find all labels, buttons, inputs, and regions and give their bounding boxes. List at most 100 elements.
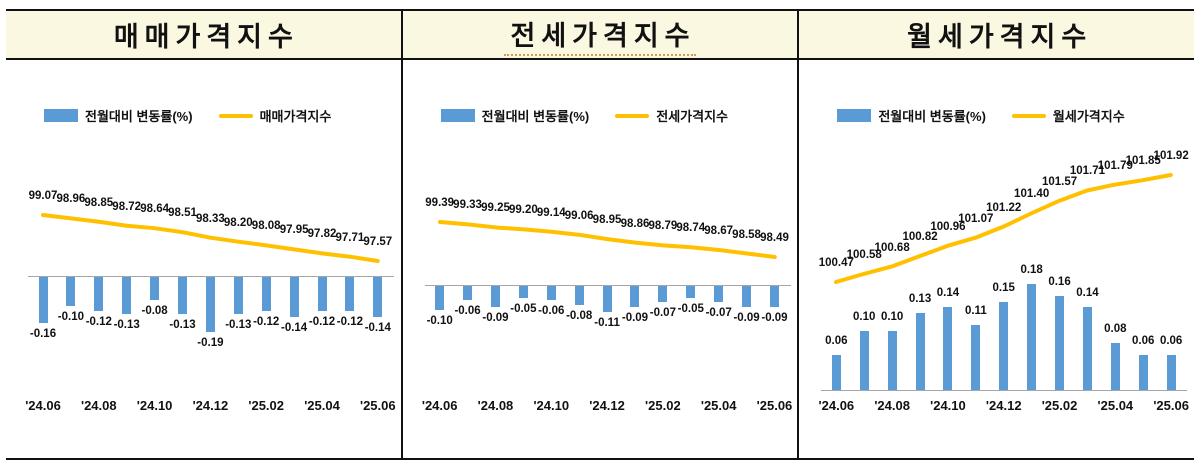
x-tick-label: '25.06 [756,398,793,413]
line-value-label: 99.07 [28,190,58,202]
panel-wolse-price-index: 월세가격지수 전월대비 변동률(%) 월세가격지수 0.06 0.10 0.10 0.… [797,11,1195,458]
bar-value-label: -0.14 [280,322,308,335]
bar [831,354,841,390]
line-value-label: 100.82 [902,231,938,244]
bar-value-label: 0.06 [1132,334,1155,347]
legend-line-label: 매매가격지수 [259,109,332,124]
line-value-label: 98.74 [676,222,706,235]
x-tick-label: '24.12 [192,398,229,413]
line-value-label: 98.51 [168,207,197,220]
line-value-label: 101.71 [1069,165,1106,178]
legend-item-bar: 전월대비 변동률(%) [837,106,986,125]
line-value-label: 98.58 [732,228,761,241]
line-series-swatch-icon [615,113,650,118]
panel-title-jeonse: 전세가격지수 [504,14,696,56]
bar [178,277,187,315]
bar-value-label: -0.12 [336,316,363,329]
bar-series-swatch-icon [44,109,78,122]
axis-line [821,390,1188,391]
line-value-label: 98.20 [223,216,253,229]
bar [574,286,584,305]
bar [122,277,132,315]
bar-value-label: -0.07 [649,307,676,320]
line-value-label: 99.06 [564,209,594,222]
legend-line-label: 전세가격지수 [656,109,728,124]
panel-header-jeonse: 전세가격지수 [402,11,798,60]
line-value-label: 99.14 [536,206,566,219]
line-value-label: 99.25 [481,202,510,215]
bar [769,286,779,308]
bar-value-label: -0.09 [621,312,649,325]
index-line-series [834,173,1174,284]
axis-line [424,285,791,286]
bar-value-label: 0.11 [964,305,987,318]
bar-value-label: -0.16 [29,327,57,340]
line-value-label: 101.40 [1014,188,1050,201]
line-value-label: 98.86 [620,217,650,230]
bar [1027,283,1037,390]
legend-item-bar: 전월대비 변동률(%) [44,106,193,125]
bar-value-label: 0.14 [1076,287,1099,300]
bar-value-label: 0.18 [1020,263,1043,276]
bar-value-label: -0.13 [225,319,252,332]
index-line-path [41,213,380,263]
legend-jeonse: 전월대비 변동률(%) 전세가격지수 [440,106,728,125]
legend-line-label: 월세가격지수 [1052,109,1125,124]
line-value-label: 98.49 [760,232,789,244]
bar [1082,307,1092,390]
legend-item-line: 매매가격지수 [218,106,332,125]
bar-value-label: 0.16 [1048,275,1071,288]
x-tick-label: '25.04 [304,398,340,413]
x-tick-label: '24.12 [589,398,625,413]
bar [630,286,640,308]
panel-header-wolse: 월세가격지수 [799,11,1195,60]
line-value-label: 98.33 [196,212,225,225]
x-tick-label: '24.10 [136,398,173,413]
line-value-label: 101.79 [1097,159,1133,172]
x-tick-label: '25.02 [1041,398,1078,413]
line-value-label: 98.95 [592,214,622,227]
line-value-label: 98.96 [56,193,86,206]
line-value-label: 97.57 [363,236,393,248]
legend-bar-label: 전월대비 변동률(%) [878,109,986,124]
line-value-label: 98.79 [648,220,678,233]
bar-value-label: -0.07 [705,307,732,320]
legend-item-bar: 전월대비 변동률(%) [440,106,589,125]
bar-value-label: -0.12 [85,316,112,329]
bar [150,277,160,300]
bar-series-swatch-icon [837,109,872,122]
bar-value-label: -0.05 [677,302,704,315]
bar [66,277,76,306]
bar [602,286,612,312]
line-value-label: 99.33 [453,199,482,212]
x-tick-label: '25.02 [645,398,681,413]
panel-jeonse-price-index: 전세가격지수 전월대비 변동률(%) 전세가격지수 -0.10 -0.06 -0.0… [400,11,798,458]
bar [289,277,299,318]
line-value-label: 99.20 [508,204,538,217]
x-tick-label: '24.08 [874,398,910,413]
line-value-label: 97.95 [279,224,309,237]
index-line-series [437,220,777,259]
x-tick-label: '25.02 [248,398,284,413]
bar [463,286,473,301]
line-value-label: 98.72 [112,200,142,213]
bar [742,286,752,308]
bar-value-label: -0.08 [141,304,168,317]
bar [943,307,953,390]
legend-item-line: 전세가격지수 [615,106,728,125]
bar-value-label: -0.11 [594,316,620,329]
bar [887,331,897,390]
legend-wolse: 전월대비 변동률(%) 월세가격지수 [837,106,1125,125]
bar-value-label: 0.13 [908,293,932,306]
x-tick-label: '25.06 [1153,398,1189,413]
bar [1138,354,1148,390]
chart-sale-price-index: 전월대비 변동률(%) 매매가격지수 -0.16 -0.10 -0.12 -0.13-… [6,60,401,458]
bar-value-label: -0.13 [169,319,196,332]
bar-value-label: -0.06 [538,305,565,318]
bar [373,277,383,318]
x-tick-label: '24.08 [477,398,514,413]
index-line-series [41,213,380,263]
bar [38,277,48,323]
legend-item-line: 월세가격지수 [1011,106,1125,125]
